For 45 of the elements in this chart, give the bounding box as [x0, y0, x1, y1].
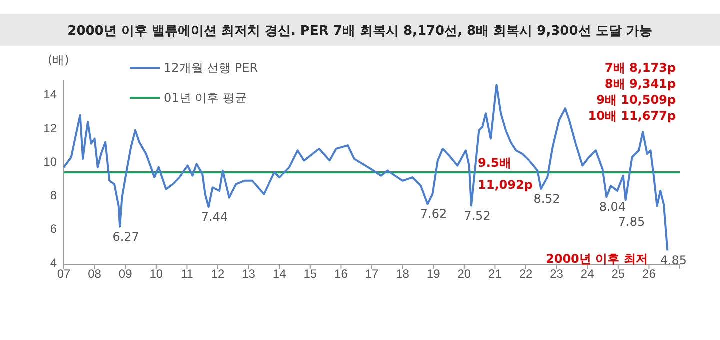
x-tick-label: 11 [180, 267, 194, 281]
x-tick-label: 07 [57, 267, 71, 281]
y-axis-title: (배) [48, 53, 70, 67]
y-tick-label: 14 [44, 88, 58, 102]
x-tick-label: 14 [272, 267, 287, 281]
x-tick-label: 08 [88, 267, 102, 281]
x-tick-label: 23 [550, 267, 564, 281]
y-tick-label: 4 [50, 256, 58, 270]
annotation: 9배 10,509p [596, 93, 676, 107]
annotation: 10배 11,677p [588, 109, 676, 123]
annotation: 8.52 [534, 192, 560, 206]
annotation: 6.27 [112, 230, 140, 244]
text: 7배 8,173p [604, 61, 676, 75]
x-tick-label: 16 [334, 267, 348, 281]
annotation: 9.5배 [478, 156, 512, 170]
annotation: 8.04 [599, 200, 626, 214]
annotation: 11,092p [478, 178, 534, 192]
x-tick-label: 18 [396, 267, 410, 281]
x-tick-label: 09 [118, 267, 133, 281]
annotation: 7.62 [420, 207, 448, 222]
x-tick-label: 25 [612, 267, 626, 281]
annotation: 7.85 [618, 215, 646, 230]
x-tick-label: 20 [458, 267, 472, 281]
x-tick-label: 13 [242, 267, 256, 281]
legend-label: 01년 이후 평균 [164, 91, 247, 105]
annotation: 8배 9,341p [604, 77, 676, 91]
x-tick-label: 12 [211, 267, 225, 281]
y-tick-label: 10 [44, 154, 58, 169]
x-tick-label: 19 [426, 267, 441, 281]
x-tick-label: 10 [150, 267, 164, 281]
x-tick-label: 24 [580, 267, 595, 281]
chart-title: 2000년 이후 밸류에이션 최저치 경신. PER 7배 회복시 8,170선, 8배 회복시 9,300선 도달 가능 [68, 24, 652, 39]
legend-label: 12개월 선행 PER [164, 61, 258, 75]
y-tick-label: 12 [44, 121, 58, 136]
annotation: 4.85 [660, 254, 688, 268]
x-tick-label: 15 [304, 267, 318, 281]
y-tick-label: 6 [50, 222, 58, 236]
x-tick-label: 17 [365, 267, 379, 281]
annotation: 7.52 [464, 208, 491, 223]
y-tick-label: 8 [50, 188, 58, 203]
annotation: 7.44 [201, 210, 228, 224]
annotation: 2000년 이후 최저 [546, 252, 648, 266]
x-tick-label: 26 [642, 267, 656, 281]
x-tick-label: 21 [488, 267, 502, 281]
x-tick-label: 22 [519, 267, 533, 281]
